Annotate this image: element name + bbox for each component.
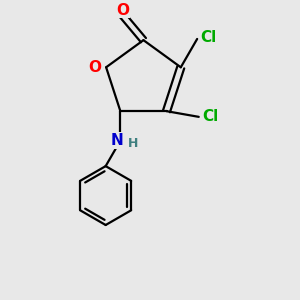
Text: H: H	[128, 137, 139, 150]
Text: N: N	[111, 133, 124, 148]
Text: O: O	[116, 3, 129, 18]
Text: O: O	[88, 60, 101, 75]
Text: Cl: Cl	[202, 110, 218, 124]
Text: Cl: Cl	[200, 30, 217, 45]
